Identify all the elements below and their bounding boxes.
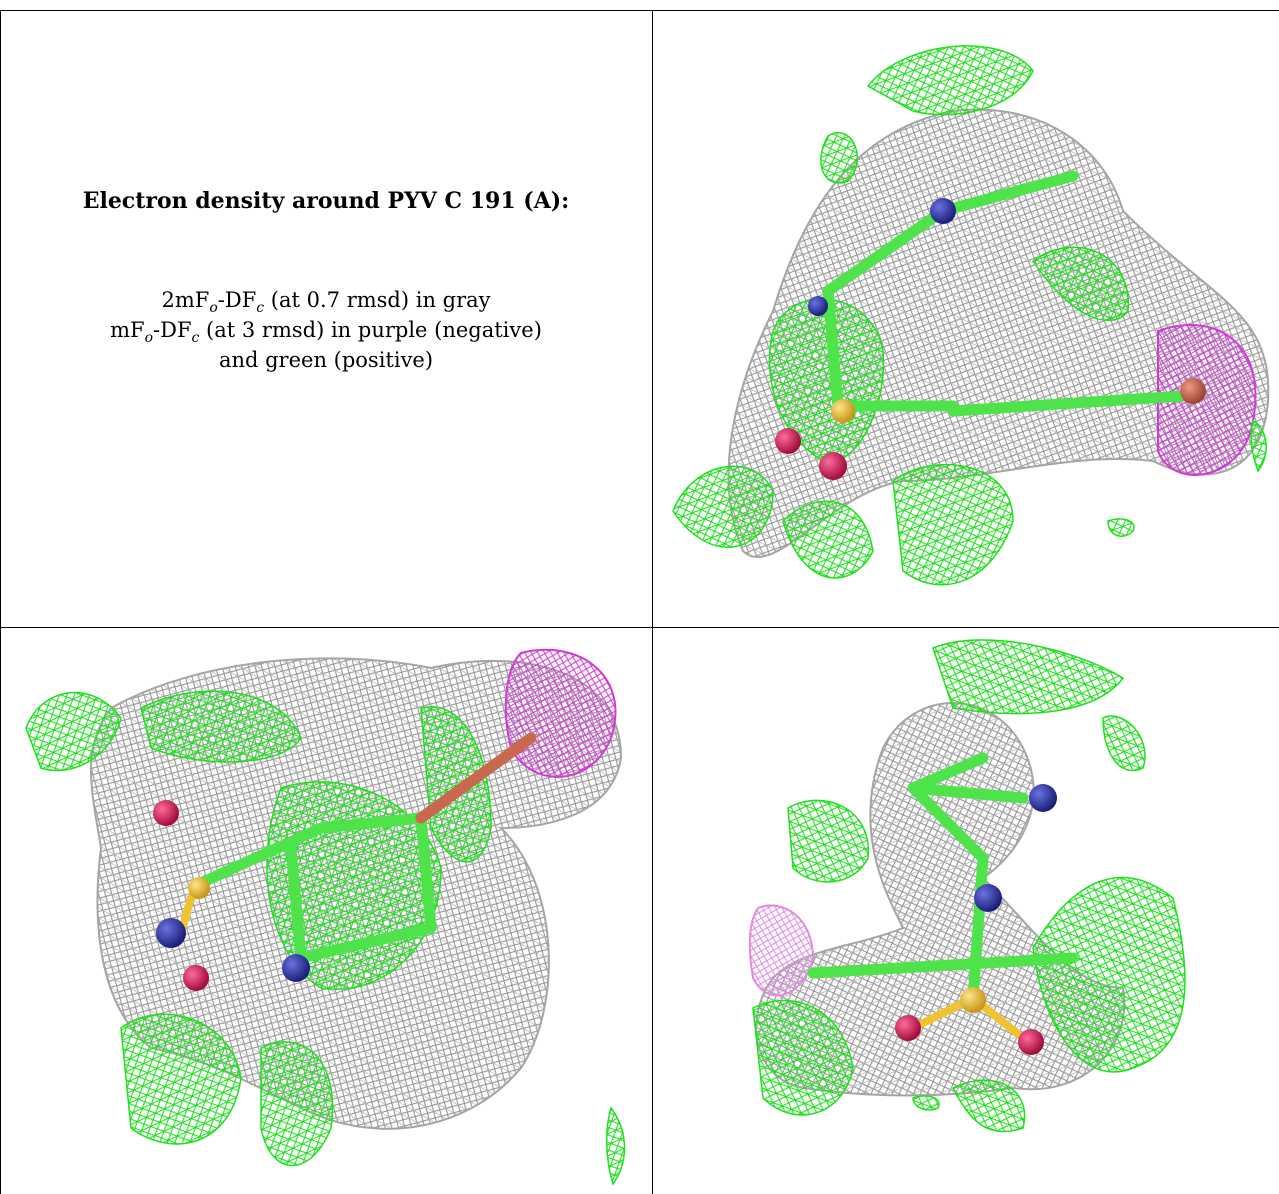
caption-line-gray: 2mFo-DFc (at 0.7 rmsd) in gray xyxy=(161,288,491,317)
oxygen-atom xyxy=(819,452,847,480)
ligand-model xyxy=(153,732,537,991)
ligand-model xyxy=(775,170,1206,480)
density-panel-bottom-right xyxy=(653,628,1279,1194)
negative-density-mesh xyxy=(748,904,815,997)
bromine-atom xyxy=(1180,378,1206,404)
oxygen-atom xyxy=(1018,1029,1044,1055)
oxygen-atom xyxy=(153,800,179,826)
oxygen-atom xyxy=(895,1015,921,1041)
caption-title: Electron density around PYV C 191 (A): xyxy=(82,188,570,214)
border-middle xyxy=(0,627,1279,628)
ligand-model xyxy=(807,752,1079,1055)
nitrogen-atom xyxy=(930,198,956,224)
positive-density-mesh xyxy=(752,639,1186,1133)
positive-density-mesh xyxy=(672,45,1267,586)
sulfur-atom xyxy=(960,987,986,1013)
nitrogen-atom xyxy=(974,884,1002,912)
sulfur-atom xyxy=(831,399,855,423)
border-top xyxy=(0,10,1279,11)
nitrogen-atom xyxy=(156,918,186,948)
density-panel-top-right xyxy=(653,11,1279,627)
caption-cell: Electron density around PYV C 191 (A): 2… xyxy=(0,10,652,622)
oxygen-atom xyxy=(775,428,801,454)
nitrogen-atom xyxy=(808,296,828,316)
oxygen-atom xyxy=(183,965,209,991)
sulfur-atom xyxy=(188,877,210,899)
nitrogen-atom xyxy=(282,954,310,982)
border-left xyxy=(0,10,1,1194)
density-panel-bottom-left xyxy=(1,628,652,1194)
caption-line-positive: and green (positive) xyxy=(218,348,434,372)
border-center xyxy=(652,10,653,1194)
nitrogen-atom xyxy=(1029,784,1057,812)
negative-density-mesh xyxy=(504,648,617,778)
caption-line-difference: mFo-DFc (at 3 rmsd) in purple (negative) xyxy=(110,318,542,347)
